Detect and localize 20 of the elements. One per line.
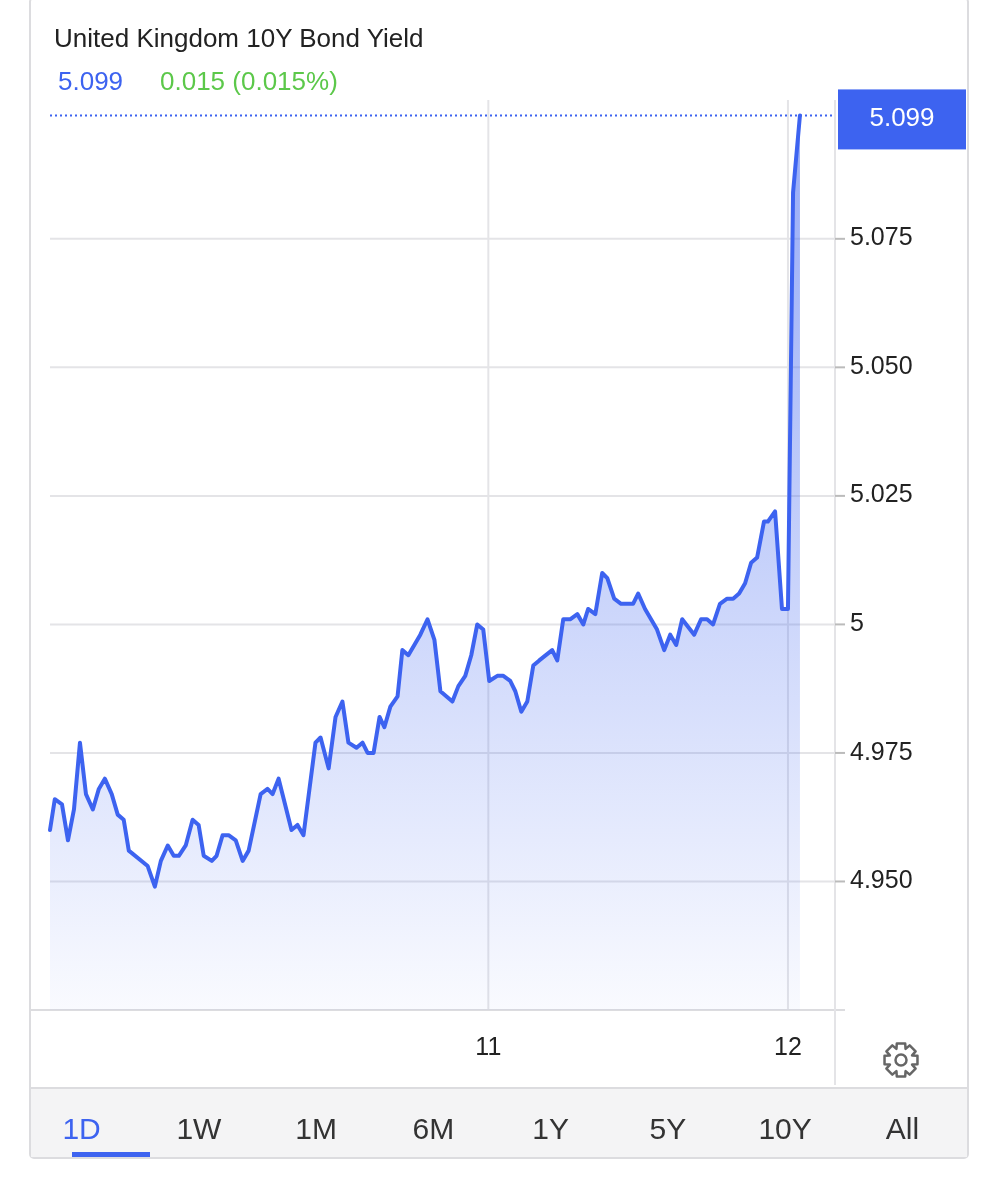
text: 5Y: [649, 1112, 687, 1145]
y-tick-label: 5.075: [850, 222, 913, 251]
x-tick-label: 11: [475, 1032, 502, 1060]
chart-title: United Kingdom 10Y Bond Yield: [54, 23, 424, 53]
text: 1Y: [532, 1112, 569, 1145]
text: All: [885, 1112, 920, 1145]
text: 1D: [62, 1112, 101, 1145]
y-tick-label: 4.975: [850, 736, 913, 765]
y-tick-label: 5.025: [850, 479, 913, 508]
y-tick-label: 5: [850, 608, 864, 637]
ref-line-label: 5.099: [869, 102, 935, 133]
text: 1M: [295, 1112, 337, 1145]
text: 0.015 (0.015%): [160, 66, 338, 96]
chart-subtitle: 5.099: [58, 66, 124, 96]
text: 1W: [176, 1112, 223, 1145]
text: 10Y: [758, 1112, 812, 1145]
text: 6M: [412, 1112, 455, 1145]
x-tick-label: 12: [774, 1032, 802, 1060]
y-tick-label: 4.950: [850, 865, 913, 894]
y-tick-label: 5.050: [850, 350, 913, 379]
